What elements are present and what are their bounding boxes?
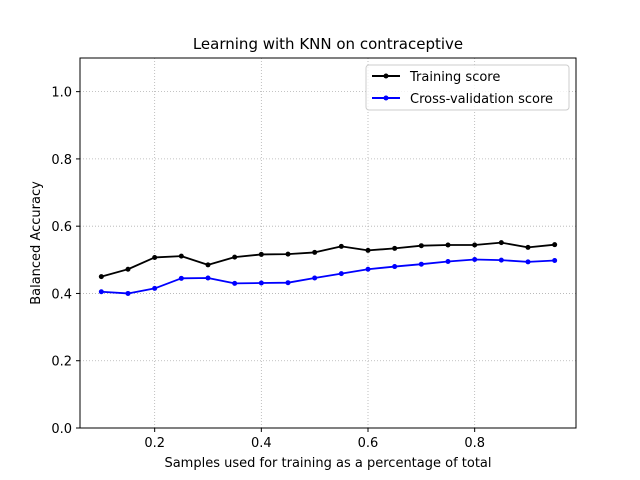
data-point-training-score [445, 242, 451, 248]
series-line-training-score [101, 241, 555, 278]
legend: Training score Cross-validation score [365, 64, 570, 111]
data-point-cross-validation-score [178, 275, 184, 281]
x-tick-label: 0.8 [464, 436, 485, 451]
legend-marker-training [383, 73, 389, 79]
data-point-training-score [98, 274, 104, 280]
y-tick-label: 0.0 [51, 422, 72, 437]
data-point-training-score [178, 253, 184, 259]
data-point-training-score [418, 243, 424, 249]
data-point-cross-validation-score [232, 280, 238, 286]
data-point-training-score [205, 262, 211, 268]
y-tick-label: 0.2 [51, 355, 72, 370]
data-point-cross-validation-score [258, 280, 264, 286]
data-point-cross-validation-score [338, 271, 344, 277]
x-axis-label: Samples used for training as a percentag… [164, 456, 491, 471]
data-point-cross-validation-score [552, 257, 558, 263]
data-point-training-score [232, 254, 238, 260]
y-tick-label: 0.4 [51, 287, 72, 302]
axis-ticks: 0.2 0.4 0.6 0.8 0.0 0.2 0.4 0.6 0.8 1.0 [51, 86, 485, 451]
data-point-cross-validation-score [525, 259, 531, 265]
data-point-training-score [258, 251, 264, 257]
data-point-cross-validation-score [285, 280, 291, 286]
data-point-training-score [125, 266, 131, 272]
x-tick-label: 0.4 [251, 436, 272, 451]
y-axis-label: Balanced Accuracy [29, 181, 44, 305]
data-point-training-score [152, 254, 158, 260]
data-point-training-score [312, 249, 318, 255]
data-point-cross-validation-score [392, 264, 398, 270]
legend-marker-cross-validation [383, 95, 389, 101]
data-point-cross-validation-score [365, 266, 371, 272]
legend-box [365, 64, 570, 111]
data-point-cross-validation-score [125, 290, 131, 296]
series-line-cross-validation-score [101, 258, 555, 295]
data-point-training-score [392, 245, 398, 251]
data-point-cross-validation-score [312, 275, 318, 281]
data-point-training-score [472, 242, 478, 248]
y-tick-label: 0.8 [51, 153, 72, 168]
x-tick-label: 0.2 [144, 436, 165, 451]
y-tick-label: 1.0 [51, 86, 72, 101]
data-point-training-score [338, 243, 344, 249]
data-point-cross-validation-score [418, 261, 424, 267]
legend-label-cross-validation: Cross-validation score [410, 92, 553, 107]
chart-title: Learning with KNN on contraceptive [193, 35, 463, 53]
legend-label-training: Training score [409, 70, 500, 85]
data-point-cross-validation-score [472, 256, 478, 262]
data-point-training-score [365, 247, 371, 253]
data-series [98, 240, 558, 296]
data-point-training-score [525, 244, 531, 250]
data-point-training-score [285, 251, 291, 257]
data-point-cross-validation-score [98, 289, 104, 295]
x-tick-label: 0.6 [358, 436, 379, 451]
data-point-cross-validation-score [152, 285, 158, 291]
data-point-cross-validation-score [205, 275, 211, 281]
y-tick-label: 0.6 [51, 220, 72, 235]
data-point-training-score [552, 242, 558, 248]
data-point-cross-validation-score [498, 257, 504, 263]
data-point-cross-validation-score [445, 259, 451, 264]
plot-frame [79, 57, 577, 429]
data-point-training-score [498, 240, 504, 246]
